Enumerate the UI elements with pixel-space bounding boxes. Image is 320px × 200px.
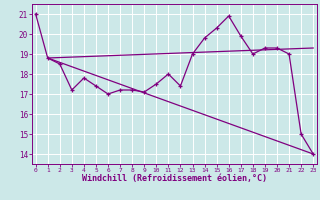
- X-axis label: Windchill (Refroidissement éolien,°C): Windchill (Refroidissement éolien,°C): [82, 174, 267, 183]
